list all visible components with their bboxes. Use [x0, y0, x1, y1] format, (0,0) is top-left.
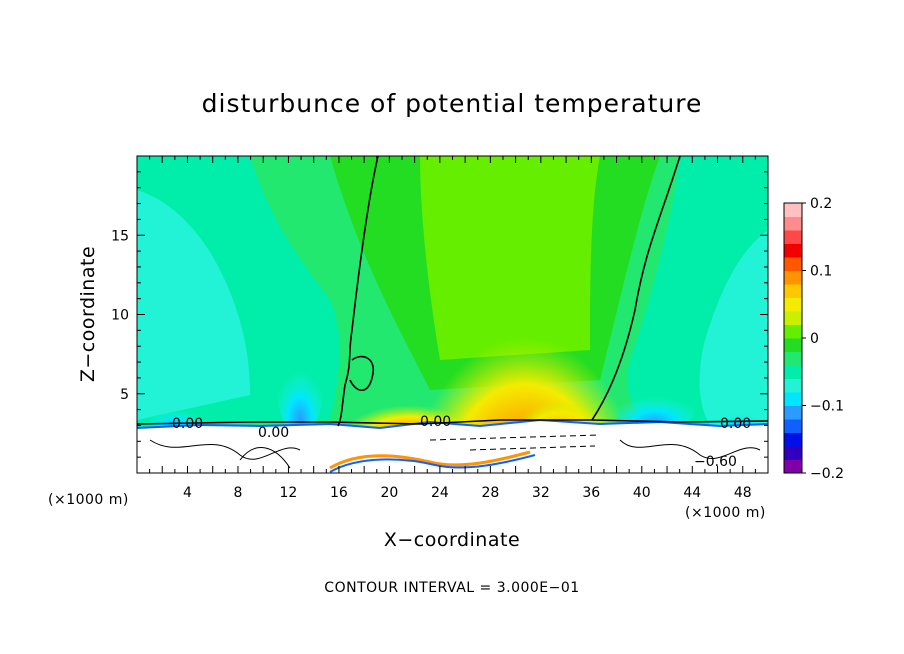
- x-tick-label: 28: [481, 485, 499, 501]
- colorbar-level: [784, 324, 802, 339]
- colorbar-tick-label: 0.2: [810, 196, 832, 212]
- chart-title: disturbunce of potential temperature: [202, 89, 703, 118]
- x-tick-label: 48: [734, 485, 752, 501]
- colorbar-level: [784, 351, 802, 366]
- y-axis-label: Z−coordinate: [77, 246, 99, 382]
- lower-cold-streak: [329, 454, 536, 473]
- lower-contour-2: [239, 447, 291, 469]
- colorbar-level: [784, 459, 802, 474]
- colorbar: [784, 203, 802, 474]
- field-region-cool-left-deep: [137, 190, 250, 420]
- x-tick-label: 32: [532, 485, 550, 501]
- x-tick-label: 20: [380, 485, 398, 501]
- colorbar-level: [784, 311, 802, 325]
- colorbar-level: [784, 446, 802, 460]
- lower-layer-edge: [137, 418, 768, 430]
- colorbar-tick-label: −0.1: [810, 399, 844, 415]
- x-axis: 4 8 12 16 20 24 28 32 36 40 44 48: [149, 156, 756, 501]
- zero-contour-left: [337, 156, 379, 427]
- x-unit-left: (×1000 m): [48, 492, 129, 508]
- lower-contour-1: [149, 439, 301, 460]
- colorbar-level: [784, 419, 802, 433]
- contour-interval-note: CONTOUR INTERVAL = 3.000E−01: [324, 580, 579, 596]
- colorbar-level: [784, 392, 802, 406]
- warm-anomaly-center: [430, 260, 620, 473]
- x-tick-label: 40: [633, 485, 651, 501]
- colorbar-tick-label: 0: [810, 331, 819, 347]
- colorbar-level: [784, 270, 802, 285]
- x-axis-label: X−coordinate: [384, 529, 520, 551]
- lower-contour-3: [619, 439, 761, 459]
- y-axis: 5 10 15: [111, 171, 768, 458]
- colorbar-level: [784, 365, 802, 379]
- x-tick-label: 12: [280, 485, 298, 501]
- x-tick-label: 24: [431, 485, 449, 501]
- y-tick-label: 5: [120, 387, 129, 403]
- colorbar-level: [784, 284, 802, 298]
- zero-contour-left-hook: [349, 355, 375, 392]
- contour-label-2: 0.00: [420, 414, 451, 430]
- zero-contour-base: [137, 419, 768, 425]
- x-tick-label: 44: [683, 485, 701, 501]
- colorbar-level: [784, 203, 802, 217]
- y-tick-label: 15: [111, 228, 129, 244]
- contour-label-5: −0.60: [694, 454, 737, 470]
- colorbar-level: [784, 257, 802, 271]
- colorbar-level: [784, 378, 802, 393]
- colorbar-level: [784, 432, 802, 447]
- x-tick-label: 36: [582, 485, 600, 501]
- colorbar-level: [784, 297, 802, 312]
- contour-label-3: 0.00: [720, 416, 751, 432]
- x-unit-right: (×1000 m): [685, 505, 766, 521]
- x-tick-label: 8: [233, 485, 242, 501]
- y-tick-label: 10: [111, 308, 129, 324]
- colorbar-level: [784, 216, 802, 231]
- plot-area: [137, 156, 768, 473]
- cold-anomaly-left: [278, 355, 322, 435]
- colorbar-level: [784, 405, 802, 420]
- colorbar-ticks: 0.2 0.1 0 −0.1 −0.2: [802, 196, 844, 482]
- field-region-cool-right-deep: [699, 230, 768, 425]
- lower-layer: [137, 420, 768, 473]
- colorbar-level: [784, 243, 802, 258]
- contour-label-1: 0.00: [172, 416, 203, 432]
- lower-warm-streak: [329, 450, 531, 470]
- colorbar-tick-label: 0.1: [810, 264, 832, 280]
- colorbar-tick-label: −0.2: [810, 466, 844, 482]
- lower-contour-4: [429, 434, 601, 441]
- colorbar-level: [784, 338, 802, 352]
- x-tick-label: 16: [330, 485, 348, 501]
- contour-label-4: 0.00: [258, 425, 289, 441]
- colorbar-level: [784, 230, 802, 244]
- x-tick-label: 4: [183, 485, 192, 501]
- lower-contour-5: [469, 445, 596, 451]
- zero-contour-right: [591, 156, 681, 421]
